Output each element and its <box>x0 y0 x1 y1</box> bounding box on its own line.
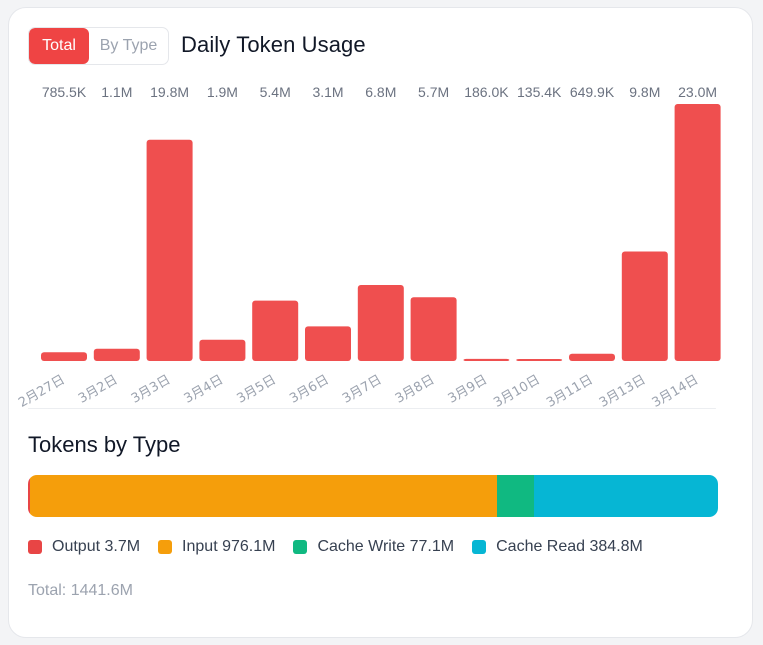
daily-token-bar-chart: 785.5K 2月27日 1.1M 3月2日 19.8M 3月3日 1.9M 3月4日 5.4M… <box>16 84 721 411</box>
legend-swatch <box>28 540 42 554</box>
bar-value-label-5: 3.1M <box>312 84 343 100</box>
x-tick-label-8: 3月9日 <box>446 372 490 406</box>
legend-item-input: Input 976.1M <box>158 538 275 556</box>
bar-value-label-10: 649.9K <box>570 84 615 100</box>
tokens-by-type-legend: Output 3.7M Input 976.1M Cache Write 77.1M… <box>28 538 661 556</box>
x-tick-label-11: 3月13日 <box>597 372 649 410</box>
bar-7[interactable] <box>410 297 457 361</box>
legend-swatch <box>158 540 173 554</box>
bar-2[interactable] <box>146 139 193 361</box>
x-tick-label-12: 3月14日 <box>650 372 702 410</box>
bar-4[interactable] <box>252 300 299 361</box>
bar-value-label-6: 6.8M <box>365 84 396 100</box>
x-tick-label-6: 3月7日 <box>340 372 384 406</box>
tokens-by-type-title: Tokens by Type <box>28 432 181 457</box>
total-tokens: Total: 1441.6M <box>28 582 133 599</box>
x-tick-label-4: 3月5日 <box>234 372 278 406</box>
legend-swatch <box>472 540 487 554</box>
bar-value-label-4: 5.4M <box>260 84 291 100</box>
x-tick-label-5: 3月6日 <box>287 372 331 406</box>
legend-label: Cache Write 77.1M <box>317 538 455 555</box>
bar-3[interactable] <box>199 339 246 361</box>
bar-6[interactable] <box>357 285 404 361</box>
tokens-by-type-stacked-bar <box>28 475 718 517</box>
x-tick-label-2: 3月3日 <box>129 372 173 406</box>
legend-item-cache-write: Cache Write 77.1M <box>293 538 454 556</box>
bar-value-label-2: 19.8M <box>150 84 189 100</box>
bar-8[interactable] <box>463 358 510 361</box>
bar-10[interactable] <box>569 353 615 361</box>
x-tick-label-0: 2月27日 <box>16 372 68 410</box>
chart-title: Daily Token Usage <box>181 32 366 57</box>
bar-5[interactable] <box>305 326 351 361</box>
bar-value-label-9: 135.4K <box>517 84 562 100</box>
section-divider <box>28 408 716 409</box>
bar-12[interactable] <box>674 104 721 361</box>
by-type-toggle-button[interactable]: By Type <box>99 37 158 54</box>
legend-swatch <box>293 540 308 554</box>
legend-label: Input 976.1M <box>182 538 276 555</box>
bar-value-label-12: 23.0M <box>678 84 717 100</box>
legend-item-output: Output 3.7M <box>28 538 140 556</box>
view-toggle: Total By Type <box>28 27 169 65</box>
bar-1[interactable] <box>93 348 140 361</box>
legend-label: Output 3.7M <box>52 538 141 555</box>
stack-segment-cache-read[interactable] <box>533 475 718 517</box>
stack-segment-input[interactable] <box>29 475 497 517</box>
bar-9[interactable] <box>516 359 563 361</box>
total-toggle-button[interactable]: Total <box>29 28 89 64</box>
legend-item-cache-read: Cache Read 384.8M <box>472 538 643 556</box>
bar-value-label-0: 785.5K <box>42 84 87 100</box>
bar-value-label-8: 186.0K <box>464 84 509 100</box>
stack-segment-output[interactable] <box>28 475 30 517</box>
x-tick-label-1: 3月2日 <box>76 372 120 406</box>
bar-value-label-1: 1.1M <box>101 84 132 100</box>
x-tick-label-10: 3月11日 <box>544 372 596 410</box>
bar-0[interactable] <box>41 352 87 361</box>
bar-11[interactable] <box>621 251 668 361</box>
bar-value-label-7: 5.7M <box>418 84 449 100</box>
x-tick-label-3: 3月4日 <box>182 372 226 406</box>
bar-value-label-11: 9.8M <box>629 84 660 100</box>
stack-segment-cache-write[interactable] <box>496 475 534 517</box>
x-tick-label-7: 3月8日 <box>393 372 437 406</box>
bar-value-label-3: 1.9M <box>207 84 238 100</box>
legend-label: Cache Read 384.8M <box>496 538 643 555</box>
x-tick-label-9: 3月10日 <box>491 372 543 410</box>
